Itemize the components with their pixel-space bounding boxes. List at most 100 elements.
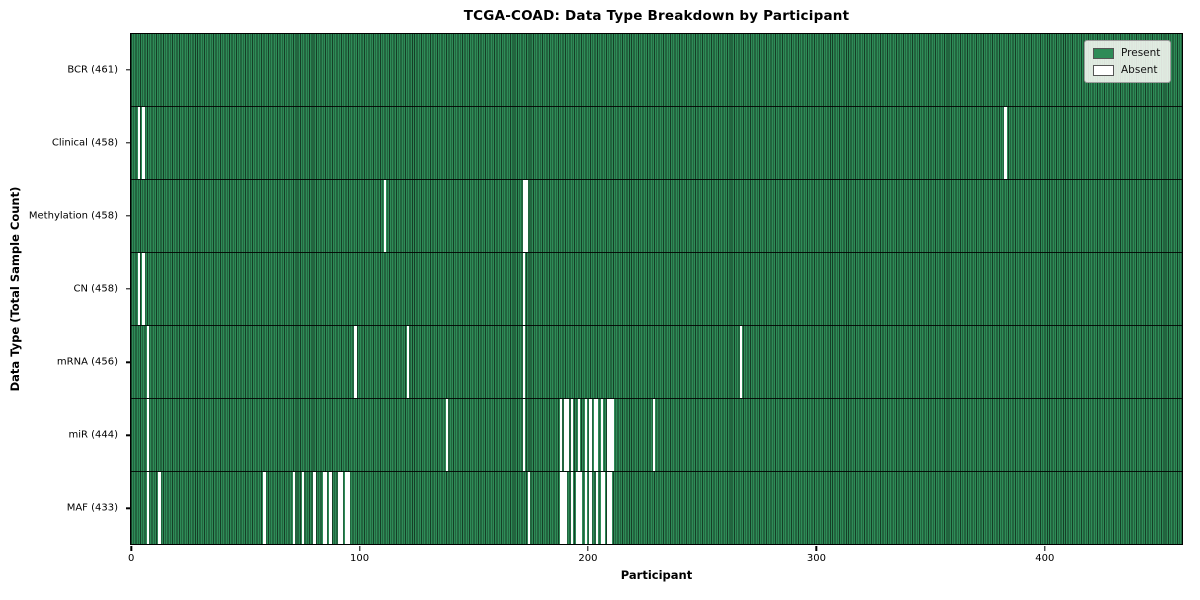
absent-stripe xyxy=(406,326,410,398)
x-tick-label-100: 100 xyxy=(350,553,370,564)
present-swatch-icon xyxy=(1093,47,1114,59)
legend-label: Present xyxy=(1121,47,1161,59)
y-tick-label-mir: miR (444) xyxy=(68,429,118,441)
x-axis-ticks: 0 100 200 300 400 xyxy=(128,545,1183,569)
x-tick-mark xyxy=(358,546,361,551)
legend-label: Absent xyxy=(1121,64,1158,76)
absent-stripe xyxy=(301,472,305,544)
absent-stripe xyxy=(146,399,150,471)
absent-stripe xyxy=(527,472,531,544)
absent-stripe xyxy=(142,253,145,325)
absent-stripe xyxy=(523,253,526,325)
absent-stripe xyxy=(142,107,145,179)
absent-stripe xyxy=(445,399,448,471)
x-axis-label: Participant xyxy=(620,568,693,582)
absent-stripe xyxy=(523,399,526,471)
absent-stripe xyxy=(137,253,141,325)
absent-stripe xyxy=(340,472,344,544)
absent-stripe xyxy=(329,472,332,544)
heatmap-row-cn xyxy=(131,252,1182,325)
absent-stripe xyxy=(577,472,581,544)
absent-stripe xyxy=(158,472,161,544)
absent-stripe xyxy=(739,326,743,398)
absent-stripe xyxy=(324,472,328,544)
y-tick-mark xyxy=(126,434,130,436)
absent-stripe xyxy=(564,472,567,544)
y-tick-mark xyxy=(126,507,130,510)
absent-stripe xyxy=(575,472,578,544)
absent-stripe xyxy=(137,107,141,179)
x-tick-mark xyxy=(1044,546,1046,551)
y-tick-mark xyxy=(126,68,130,71)
absent-stripe xyxy=(607,472,610,544)
absent-stripe xyxy=(571,399,574,471)
x-tick-label-200: 200 xyxy=(578,553,598,564)
heatmap-row-maf xyxy=(131,471,1182,544)
y-tick-mark xyxy=(126,288,130,290)
absent-stripe xyxy=(600,399,603,471)
plot-area xyxy=(130,33,1183,545)
y-tick-mark xyxy=(126,361,130,363)
absent-stripe xyxy=(602,472,606,544)
absent-stripe xyxy=(523,326,526,398)
absent-stripe xyxy=(347,472,350,544)
absent-swatch-icon xyxy=(1093,64,1114,76)
absent-stripe xyxy=(609,399,613,471)
x-tick-label-400: 400 xyxy=(1035,553,1055,564)
absent-stripe xyxy=(580,472,583,544)
legend: Present Absent xyxy=(1084,40,1172,83)
y-axis-ticks: BCR (461) Clinical (458) Methylation (458)… xyxy=(0,33,130,545)
absent-stripe xyxy=(322,472,325,544)
absent-stripe xyxy=(593,399,597,471)
absent-stripe xyxy=(564,399,567,471)
y-tick-label-mrna: mRNA (456) xyxy=(56,356,118,368)
absent-stripe xyxy=(146,326,150,398)
absent-stripe xyxy=(596,399,599,471)
absent-stripe xyxy=(384,180,387,252)
absent-stripe xyxy=(600,472,603,544)
absent-stripe xyxy=(559,399,562,471)
absent-stripe xyxy=(609,472,613,544)
absent-stripe xyxy=(146,472,150,544)
absent-stripe xyxy=(345,472,348,544)
absent-stripe xyxy=(584,472,588,544)
heatmap-row-mrna xyxy=(131,325,1182,398)
absent-stripe xyxy=(525,180,528,252)
absent-stripe xyxy=(653,399,656,471)
y-tick-mark xyxy=(126,215,130,217)
y-tick-mark xyxy=(126,142,130,144)
x-tick-mark xyxy=(815,546,818,551)
heatmap-row-mir xyxy=(131,398,1182,471)
absent-stripe xyxy=(1004,107,1007,179)
absent-stripe xyxy=(338,472,341,544)
absent-stripe xyxy=(313,472,316,544)
absent-stripe xyxy=(577,399,581,471)
y-tick-label-methylation: Methylation (458) xyxy=(28,210,118,222)
y-tick-label-cn: CN (458) xyxy=(73,283,118,295)
absent-stripe xyxy=(263,472,266,544)
absent-stripe xyxy=(523,180,526,252)
y-tick-label-bcr: BCR (461) xyxy=(67,64,118,76)
heatmap-row-clinical xyxy=(131,106,1182,179)
heatmap-row-methylation xyxy=(131,179,1182,252)
absent-stripe xyxy=(561,472,565,544)
absent-stripe xyxy=(566,399,569,471)
absent-stripe xyxy=(589,472,592,544)
legend-item-absent: Absent xyxy=(1093,64,1160,76)
absent-stripe xyxy=(354,326,357,398)
y-tick-label-clinical: Clinical (458) xyxy=(51,137,118,149)
x-tick-mark xyxy=(587,546,589,551)
absent-stripe xyxy=(589,399,592,471)
x-tick-mark xyxy=(130,546,132,551)
x-tick-label-300: 300 xyxy=(806,553,826,564)
absent-stripe xyxy=(559,472,562,544)
absent-stripe xyxy=(607,399,610,471)
absent-stripe xyxy=(596,472,599,544)
absent-stripe xyxy=(292,472,296,544)
y-tick-label-maf: MAF (433) xyxy=(66,502,118,514)
absent-stripe xyxy=(571,472,574,544)
absent-stripe xyxy=(584,399,588,471)
legend-item-present: Present xyxy=(1093,47,1160,59)
absent-stripe xyxy=(612,399,615,471)
